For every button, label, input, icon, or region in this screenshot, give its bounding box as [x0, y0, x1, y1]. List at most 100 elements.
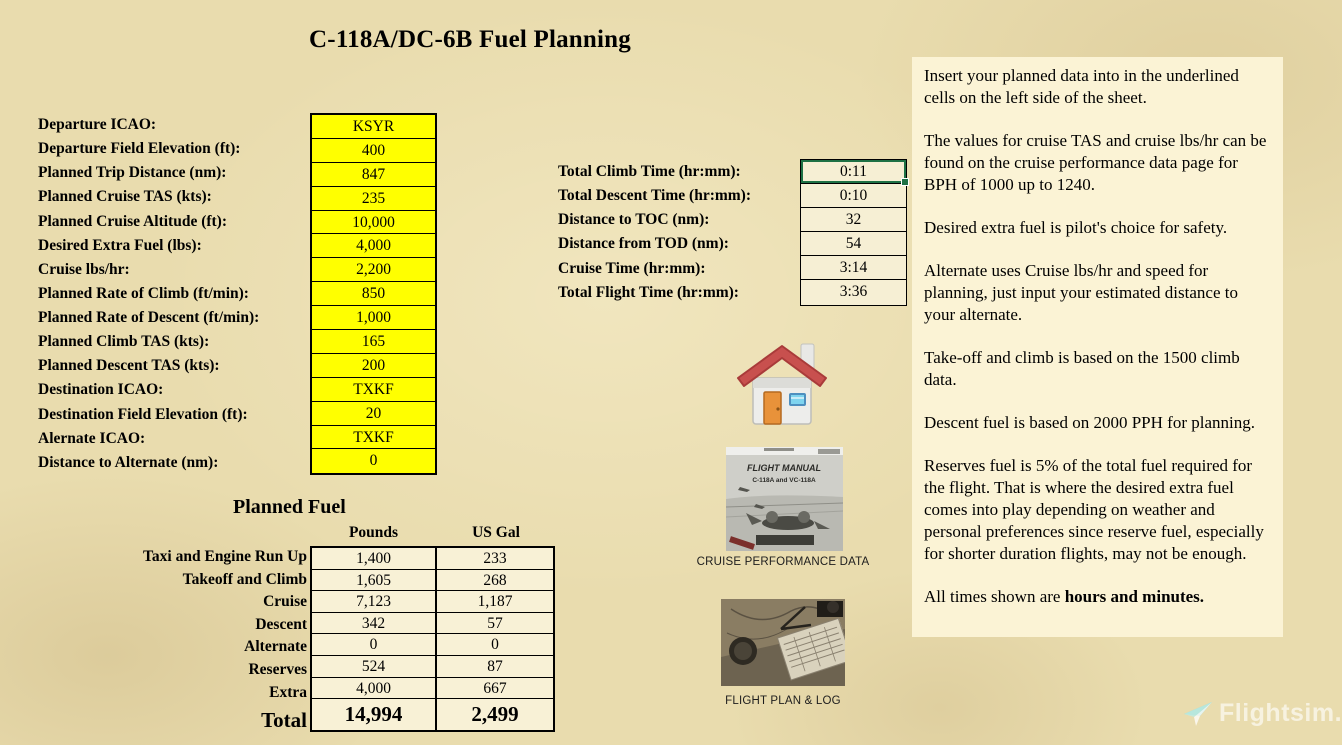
cell-rate-of-descent[interactable]: 1,000 — [312, 306, 435, 331]
fuel-label: Extra — [269, 683, 307, 701]
column-header-usgal: US Gal — [472, 524, 520, 541]
cell-distance-to-alternate[interactable]: 0 — [312, 449, 435, 474]
input-label: Destination ICAO: — [38, 381, 164, 399]
input-label: Departure ICAO: — [38, 116, 157, 133]
fuel-label: Cruise — [263, 593, 307, 611]
fuel-label: Alternate — [244, 638, 307, 656]
fuel-gal-cell[interactable]: 0 — [437, 634, 553, 656]
input-label: Planned Cruise TAS (kts): — [38, 188, 212, 206]
fuel-pounds-cell[interactable]: 7,123 — [312, 591, 437, 613]
home-icon[interactable] — [731, 336, 833, 439]
cell-distance-to-toc[interactable]: 32 — [801, 208, 906, 233]
input-labels-column: Departure ICAO: Departure Field Elevatio… — [38, 113, 328, 475]
cell-cruise-altitude[interactable]: 10,000 — [312, 210, 435, 235]
flight-manual-cover: FLIGHT MANUAL C-118A and VC-118A — [725, 447, 844, 551]
note-paragraph: Insert your planned data into in the und… — [924, 66, 1239, 107]
fuel-total-label: Total — [261, 708, 307, 733]
input-label: Cruise lbs/hr: — [38, 260, 130, 278]
input-label: Planned Descent TAS (kts): — [38, 357, 220, 375]
note-paragraph: Alternate uses Cruise lbs/hr and speed f… — [924, 261, 1238, 324]
cell-alternate-icao[interactable]: TXKF — [312, 425, 435, 450]
note-paragraph: Take-off and climb is based on the 1500 … — [924, 348, 1240, 389]
flight-plan-thumbnail[interactable] — [721, 599, 853, 686]
input-label: Planned Trip Distance (nm): — [38, 164, 227, 182]
output-label: Total Descent Time (hr:mm): — [558, 187, 752, 205]
fuel-label: Descent — [255, 615, 307, 633]
cell-value: 0:11 — [840, 163, 867, 180]
output-label: Total Flight Time (hr:mm): — [558, 283, 739, 301]
input-label: Departure Field Elevation (ft): — [38, 140, 241, 158]
watermark-label: Flightsim.to — [1219, 699, 1342, 727]
fuel-label: Takeoff and Climb — [182, 570, 307, 588]
cell-cruise-time[interactable]: 3:14 — [801, 256, 906, 281]
input-label: Planned Climb TAS (kts): — [38, 333, 210, 351]
fuel-total-gal-cell[interactable]: 2,499 — [437, 699, 553, 731]
fuel-pounds-cell[interactable]: 342 — [312, 612, 437, 635]
paper-plane-icon — [1184, 701, 1212, 726]
fuel-pounds-cell[interactable]: 0 — [312, 634, 437, 656]
cell-total-flight-time[interactable]: 3:36 — [801, 280, 906, 305]
fuel-pounds-cell[interactable]: 1,605 — [312, 569, 437, 592]
output-cells-column: 0:11 0:10 32 54 3:14 3:36 — [800, 159, 909, 306]
cell-rate-of-climb[interactable]: 850 — [312, 282, 435, 307]
note-paragraph: The values for cruise TAS and cruise lbs… — [924, 131, 1267, 194]
cell-descent-tas[interactable]: 200 — [312, 353, 435, 378]
fuel-values-table: 1,400 233 1,605 268 7,123 1,187 342 57 0… — [310, 546, 555, 733]
fuel-total-pounds-cell[interactable]: 14,994 — [312, 699, 437, 731]
planned-fuel-title: Planned Fuel — [233, 496, 346, 518]
note-paragraph-times: All times shown are hours and minutes. — [924, 586, 1271, 608]
cell-cruise-lbs-hr[interactable]: 2,200 — [312, 258, 435, 283]
fuel-pounds-cell[interactable]: 524 — [312, 655, 437, 678]
cell-total-descent-time[interactable]: 0:10 — [801, 184, 906, 209]
input-label: Distance to Alternate (nm): — [38, 453, 219, 471]
output-label: Distance to TOC (nm): — [558, 211, 710, 229]
output-label: Total Climb Time (hr:mm): — [558, 163, 741, 180]
selection-fill-handle[interactable] — [901, 178, 909, 187]
input-label: Planned Rate of Climb (ft/min): — [38, 284, 249, 302]
fuel-row-labels: Taxi and Engine Run Up Takeoff and Climb… — [60, 546, 307, 737]
fuel-gal-cell[interactable]: 87 — [437, 655, 553, 678]
fuel-pounds-cell[interactable]: 1,400 — [312, 548, 437, 570]
cell-departure-icao[interactable]: KSYR — [312, 115, 435, 139]
note-paragraph: Reserves fuel is 5% of the total fuel re… — [924, 456, 1264, 563]
cell-cruise-tas[interactable]: 235 — [312, 186, 435, 211]
input-label: Destination Field Elevation (ft): — [38, 405, 248, 423]
cell-trip-distance[interactable]: 847 — [312, 162, 435, 187]
fuel-gal-cell[interactable]: 268 — [437, 569, 553, 592]
input-label: Alernate ICAO: — [38, 429, 146, 447]
cell-destination-elevation[interactable]: 20 — [312, 401, 435, 426]
note-paragraph: Desired extra fuel is pilot's choice for… — [924, 218, 1228, 237]
cell-departure-elevation[interactable]: 400 — [312, 138, 435, 163]
output-label: Cruise Time (hr:mm): — [558, 259, 706, 277]
note-times-bold: hours and minutes. — [1064, 587, 1205, 606]
cruise-performance-thumbnail[interactable]: FLIGHT MANUAL C-118A and VC-118A — [725, 447, 844, 551]
output-labels-column: Total Climb Time (hr:mm): Total Descent … — [558, 160, 798, 305]
fuel-gal-cell[interactable]: 233 — [437, 548, 553, 570]
input-label: Planned Rate of Descent (ft/min): — [38, 309, 260, 326]
instructions-panel: Insert your planned data into in the und… — [912, 57, 1283, 637]
output-label: Distance from TOD (nm): — [558, 235, 729, 253]
home-icon-graphic — [737, 343, 827, 425]
note-times-prefix: All times shown are — [924, 587, 1065, 606]
fuel-gal-cell[interactable]: 667 — [437, 677, 553, 700]
cell-destination-icao[interactable]: TXKF — [312, 377, 435, 402]
svg-text:C-118A and VC-118A: C-118A and VC-118A — [752, 477, 816, 484]
input-label: Desired Extra Fuel (lbs): — [38, 236, 202, 254]
fuel-gal-cell[interactable]: 1,187 — [437, 591, 553, 613]
flight-plan-caption: FLIGHT PLAN & LOG — [725, 695, 841, 707]
flight-plan-photo — [721, 599, 853, 686]
cell-total-climb-time[interactable]: 0:11 — [801, 160, 909, 187]
cell-distance-from-tod[interactable]: 54 — [801, 232, 906, 257]
page-title: C-118A/DC-6B Fuel Planning — [309, 26, 631, 53]
fuel-gal-cell[interactable]: 57 — [437, 612, 553, 635]
note-paragraph: Descent fuel is based on 2000 PPH for pl… — [924, 413, 1255, 432]
input-label: Planned Cruise Altitude (ft): — [38, 212, 228, 230]
fuel-label: Taxi and Engine Run Up — [143, 548, 307, 565]
cell-climb-tas[interactable]: 165 — [312, 330, 435, 354]
svg-text:FLIGHT MANUAL: FLIGHT MANUAL — [747, 463, 821, 473]
fuel-label: Reserves — [248, 660, 307, 678]
cruise-performance-caption: CRUISE PERFORMANCE DATA — [696, 556, 870, 568]
fuel-pounds-cell[interactable]: 4,000 — [312, 677, 437, 700]
cell-extra-fuel[interactable]: 4,000 — [312, 234, 435, 259]
